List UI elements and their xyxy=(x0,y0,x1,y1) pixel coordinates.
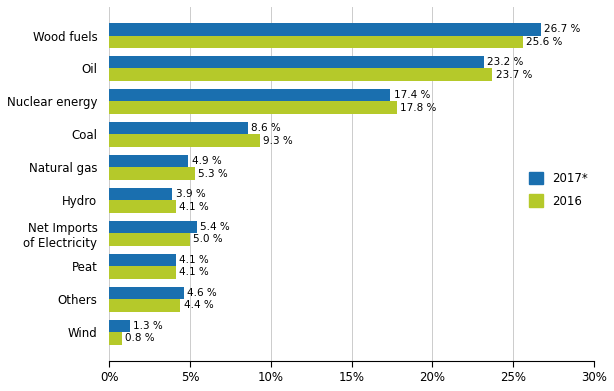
Bar xyxy=(109,299,181,312)
Text: 4.1 %: 4.1 % xyxy=(179,267,209,277)
Bar xyxy=(109,233,190,246)
Text: 4.1 %: 4.1 % xyxy=(179,201,209,212)
Text: 17.8 %: 17.8 % xyxy=(400,103,437,113)
Text: 4.6 %: 4.6 % xyxy=(187,288,217,298)
Bar xyxy=(109,101,397,114)
Text: 5.4 %: 5.4 % xyxy=(200,222,230,232)
Bar xyxy=(109,319,130,332)
Text: 23.7 %: 23.7 % xyxy=(495,70,532,80)
Text: 1.3 %: 1.3 % xyxy=(133,321,163,331)
Bar xyxy=(109,56,484,68)
Text: 8.6 %: 8.6 % xyxy=(252,123,281,133)
Bar xyxy=(109,135,260,147)
Text: 4.1 %: 4.1 % xyxy=(179,255,209,265)
Bar xyxy=(109,89,391,101)
Bar xyxy=(109,287,184,299)
Text: 3.9 %: 3.9 % xyxy=(176,189,205,199)
Text: 23.2 %: 23.2 % xyxy=(488,57,524,67)
Text: 5.3 %: 5.3 % xyxy=(198,169,228,179)
Bar xyxy=(109,167,195,180)
Bar xyxy=(109,23,541,36)
Text: 26.7 %: 26.7 % xyxy=(544,24,580,34)
Bar xyxy=(109,332,122,344)
Text: 4.4 %: 4.4 % xyxy=(184,300,213,310)
Bar xyxy=(109,155,188,167)
Text: 4.9 %: 4.9 % xyxy=(192,156,222,166)
Bar xyxy=(109,221,196,233)
Text: 5.0 %: 5.0 % xyxy=(193,235,223,244)
Text: 25.6 %: 25.6 % xyxy=(526,37,562,47)
Bar xyxy=(109,188,173,200)
Bar xyxy=(109,254,176,266)
Text: 17.4 %: 17.4 % xyxy=(394,90,430,100)
Bar xyxy=(109,266,176,279)
Bar xyxy=(109,36,523,48)
Text: 0.8 %: 0.8 % xyxy=(125,333,155,343)
Text: 9.3 %: 9.3 % xyxy=(263,136,292,145)
Bar xyxy=(109,122,248,135)
Bar xyxy=(109,200,176,213)
Bar xyxy=(109,68,492,81)
Legend: 2017*, 2016: 2017*, 2016 xyxy=(529,172,588,208)
